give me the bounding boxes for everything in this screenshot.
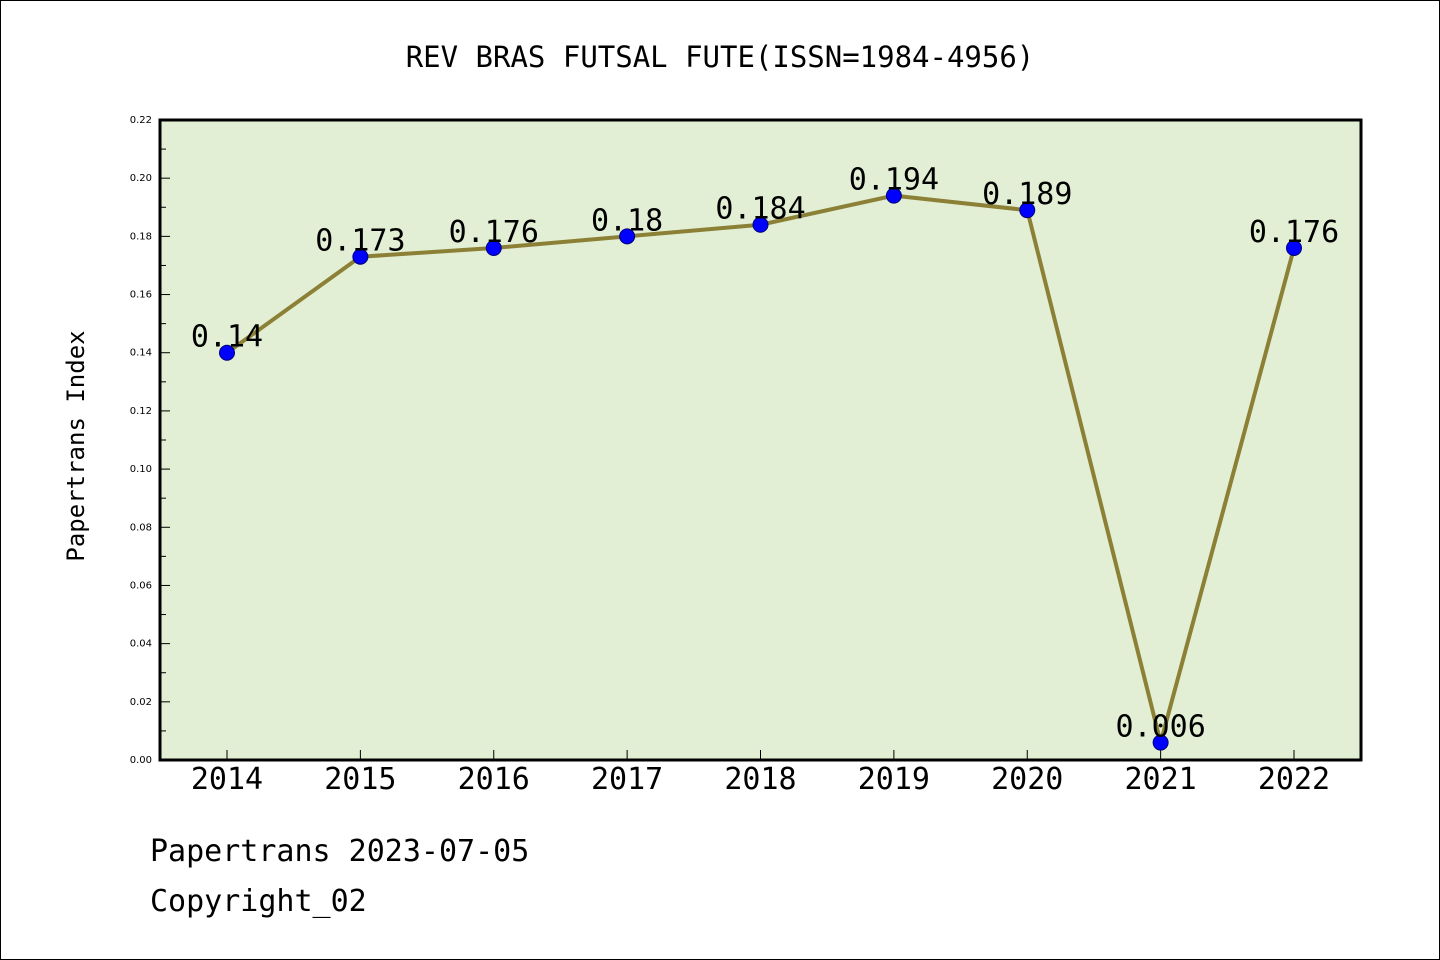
y-tick-label: 0.10: [130, 464, 152, 475]
x-tick-label: 2020: [991, 762, 1063, 797]
y-tick-label: 0.08: [130, 522, 152, 533]
data-point: [885, 187, 902, 204]
y-axis-label: Papertrans Index: [62, 330, 90, 561]
y-tick-label: 0.22: [130, 115, 152, 126]
y-tick-label: 0.06: [130, 580, 152, 591]
x-tick-label: 2022: [1258, 762, 1330, 797]
x-tick-label: 2014: [191, 762, 263, 797]
data-label: 0.184: [715, 192, 805, 227]
data-label: 0.194: [849, 163, 939, 198]
data-point: [485, 240, 502, 256]
x-axis: 2014 2015 2016 2017 2018 2019 2020 2021 2022: [191, 750, 1330, 797]
data-point: [1286, 240, 1302, 256]
y-tick-label: 0.18: [130, 231, 152, 242]
data-label: 0.176: [1249, 215, 1339, 250]
y-tick-label: 0.14: [130, 348, 152, 359]
data-label: 0.176: [449, 215, 539, 250]
data-point: [619, 228, 636, 245]
data-point: [1019, 202, 1036, 219]
x-tick-label: 2019: [858, 762, 930, 797]
data-point: [219, 344, 235, 361]
footer-copyright: Copyright_02: [150, 884, 367, 919]
data-point: [1152, 734, 1169, 751]
data-label: 0.189: [982, 177, 1072, 212]
y-tick-label: 0.02: [130, 697, 152, 708]
footer-date: Papertrans 2023-07-05: [150, 834, 530, 869]
y-tick-label: 0.20: [130, 173, 152, 184]
y-tick-label: 0.00: [130, 755, 152, 766]
chart-title: REV BRAS FUTSAL FUTE(ISSN=1984-4956): [406, 40, 1035, 74]
y-tick-label: 0.12: [130, 406, 152, 417]
x-tick-label: 2018: [724, 762, 796, 797]
x-tick-label: 2021: [1125, 762, 1197, 797]
y-tick-label: 0.16: [130, 290, 152, 301]
data-label: 0.173: [315, 224, 405, 259]
data-label: 0.006: [1115, 710, 1205, 745]
data-point: [352, 248, 369, 265]
x-tick-label: 2017: [591, 762, 663, 797]
plot-border: [158, 118, 1363, 762]
x-tick-label: 2016: [458, 762, 530, 797]
series: 0.14 0.173 0.176 0.18 0.184 0.194 0.189 0.006 0.…: [191, 163, 1339, 751]
data-point: [752, 216, 769, 233]
data-label: 0.18: [591, 203, 663, 238]
y-tick-label: 0.04: [130, 639, 152, 650]
data-label: 0.14: [191, 320, 263, 355]
x-tick-label: 2015: [324, 762, 396, 797]
